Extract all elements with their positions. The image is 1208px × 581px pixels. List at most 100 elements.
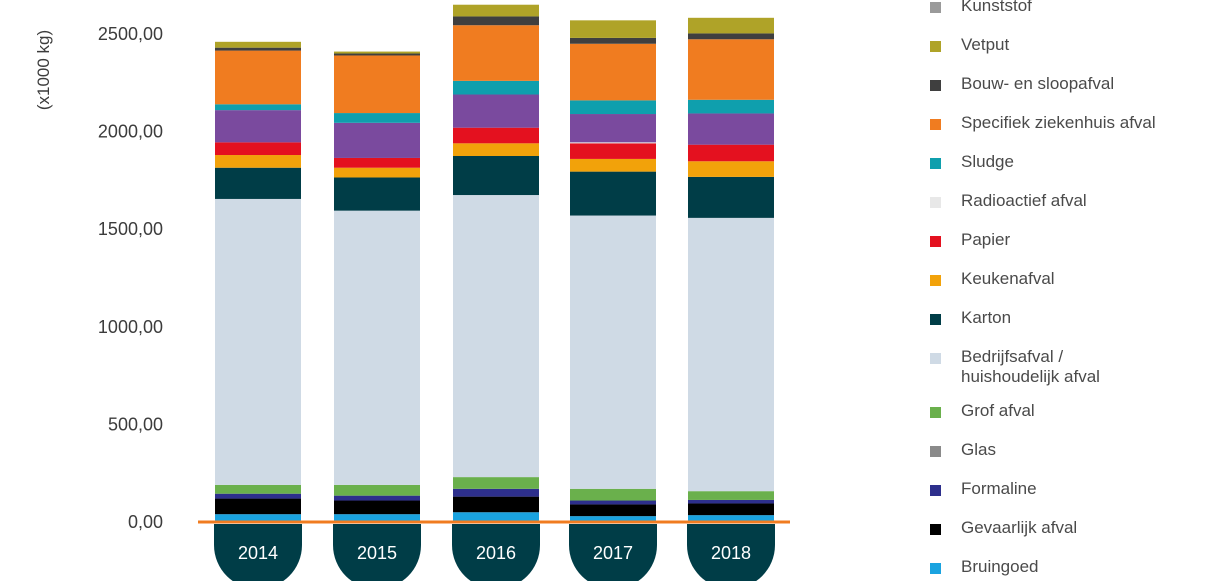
x-category-pill [214, 524, 302, 581]
bar-segment-bouw-en-sloopafval [688, 39, 774, 100]
bar-segment-vetput [453, 16, 539, 26]
bar-segment-bruingoed [334, 514, 420, 522]
bars [215, 4, 774, 522]
bar-segment-bedrijfsafval-huishoudelijk-afval [570, 215, 656, 489]
bar-segment-papier [688, 144, 774, 162]
bar-segment-grof-afval [215, 484, 301, 494]
legend-label: Formaline [961, 479, 1037, 498]
x-category-pill [569, 524, 657, 581]
bar-segment-karton [453, 156, 539, 196]
bar-segment-sludge [215, 110, 301, 143]
bar-segment-papier [334, 157, 420, 168]
bar-segment-specifiek-ziekenhuis-afval [334, 113, 420, 123]
bar-segment-formaline [215, 493, 301, 499]
bar-segment-bedrijfsafval-huishoudelijk-afval [215, 198, 301, 485]
bar-segment-sludge [334, 122, 420, 158]
bar-segment-bedrijfsafval-huishoudelijk-afval [453, 195, 539, 478]
y-tick-label: 500,00 [108, 414, 163, 434]
x-tick-label: 2016 [476, 543, 516, 563]
bar-segment-radioactief-afval [570, 142, 656, 144]
bar-segment-gevaarlijk-afval [215, 498, 301, 515]
legend-swatch [930, 407, 941, 418]
x-category-pill [452, 524, 540, 581]
y-tick-label: 0,00 [128, 512, 163, 532]
bar-segment-karton [215, 167, 301, 199]
legend-item: Bruingoed [930, 557, 1039, 577]
legend-swatch [930, 158, 941, 169]
legend-item: Radioactief afval [930, 191, 1087, 211]
bar-segment-kunststof [215, 41, 301, 48]
bar-segment-kunststof [688, 17, 774, 34]
bar-segment-bruingoed [688, 515, 774, 522]
bar-segment-specifiek-ziekenhuis-afval [215, 104, 301, 111]
stacked-bar-chart: 0,00 500,00 1000,00 1500,00 2000,00 2500,00 2… [34, 4, 790, 581]
bar-segment-bouw-en-sloopafval [215, 50, 301, 105]
legend-swatch [930, 275, 941, 286]
legend-swatch [930, 485, 941, 496]
bar-segment-bouw-en-sloopafval [570, 43, 656, 101]
x-tick-label: 2017 [593, 543, 633, 563]
bar-segment-keukenafval [570, 158, 656, 172]
bar-segment-grof-afval [570, 488, 656, 501]
bar-segment-kunststof [453, 4, 539, 17]
legend-item: Vetput [930, 35, 1009, 55]
bar-segment-formaline [453, 488, 539, 497]
bar-segment-bedrijfsafval-huishoudelijk-afval [688, 217, 774, 492]
bar-stack-2014 [215, 41, 301, 522]
legend-swatch [930, 353, 941, 364]
bar-segment-papier [453, 127, 539, 144]
y-tick-label: 2000,00 [98, 122, 163, 142]
bar-segment-bedrijfsafval-huishoudelijk-afval [334, 210, 420, 485]
bar-segment-gevaarlijk-afval [688, 503, 774, 516]
legend-item: Papier [930, 230, 1010, 250]
bar-segment-gevaarlijk-afval [570, 504, 656, 517]
bar-segment-sludge [453, 94, 539, 128]
legend-item: Karton [930, 308, 1011, 328]
legend-swatch [930, 2, 941, 13]
legend-label: Gevaarlijk afval [961, 518, 1078, 537]
legend-swatch [930, 41, 941, 52]
legend-swatch [930, 563, 941, 574]
x-tick-label: 2014 [238, 543, 278, 563]
bar-segment-formaline [334, 495, 420, 501]
bar-segment-papier [570, 143, 656, 159]
legend-label: Kunststof [961, 0, 1032, 15]
bar-segment-bouw-en-sloopafval [334, 55, 420, 114]
bar-segment-papier [215, 142, 301, 156]
legend-swatch [930, 197, 941, 208]
y-axis: 0,00 500,00 1000,00 1500,00 2000,00 2500,00 [98, 24, 163, 532]
bar-segment-vetput [334, 53, 420, 56]
legend-label: Vetput [961, 35, 1010, 54]
legend-label: Radioactief afval [961, 191, 1087, 210]
legend-item: Keukenafval [930, 269, 1055, 289]
legend-swatch [930, 524, 941, 535]
bar-segment-keukenafval [215, 155, 301, 168]
legend-item: Glas [930, 440, 996, 460]
bar-segment-sludge [688, 113, 774, 145]
bar-segment-bruingoed [570, 516, 656, 522]
bar-segment-vetput [570, 37, 656, 44]
bar-segment-formaline [688, 499, 774, 504]
legend-swatch [930, 446, 941, 457]
bar-stack-2018 [688, 17, 774, 522]
y-axis-title: (x1000 kg) [34, 30, 53, 110]
legend-label: Bedrijfsafval / huishoudelijk afval [961, 347, 1100, 386]
legend-swatch [930, 236, 941, 247]
x-tick-label: 2018 [711, 543, 751, 563]
legend-label: Grof afval [961, 401, 1035, 420]
bar-segment-specifiek-ziekenhuis-afval [453, 80, 539, 95]
bar-segment-kunststof [570, 20, 656, 38]
x-axis: 2014 2015 2016 2017 2018 [214, 524, 775, 581]
y-tick-label: 1500,00 [98, 219, 163, 239]
bar-stack-2015 [334, 51, 420, 522]
bar-segment-bruingoed [453, 512, 539, 522]
legend-item: Gevaarlijk afval [930, 518, 1077, 538]
bar-segment-specifiek-ziekenhuis-afval [570, 100, 656, 115]
bar-segment-formaline [570, 500, 656, 505]
x-category-pill [687, 524, 775, 581]
bar-segment-kunststof [334, 51, 420, 54]
bar-segment-vetput [688, 33, 774, 40]
x-category-pill [333, 524, 421, 581]
bar-segment-bruingoed [215, 514, 301, 522]
bar-segment-keukenafval [688, 161, 774, 177]
